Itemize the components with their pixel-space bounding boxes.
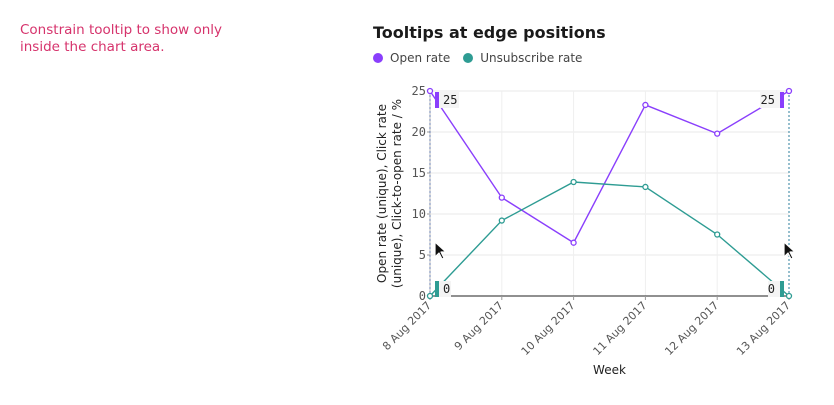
chart-title: Tooltips at edge positions — [373, 23, 606, 42]
tooltip-left-unsubscribe: 0 — [435, 281, 451, 297]
y-tick-label: 15 — [412, 166, 426, 180]
data-point — [570, 178, 577, 186]
mouse-cursor-icon — [434, 241, 447, 260]
y-tick: 15 — [412, 166, 430, 180]
x-axis-title: Week — [593, 363, 626, 377]
chart-legend: Open rate Unsubscribe rate — [373, 51, 595, 65]
cursors — [434, 241, 796, 260]
series-lines — [429, 90, 790, 297]
data-point — [785, 292, 793, 300]
tooltip-value: 0 — [768, 282, 775, 296]
legend-item-open-rate[interactable]: Open rate — [373, 51, 450, 65]
y-tick: 20 — [412, 125, 430, 139]
legend-item-unsubscribe-rate[interactable]: Unsubscribe rate — [463, 51, 582, 65]
x-tick-label: 12 Aug 2017 — [662, 299, 721, 358]
x-tick: 11 Aug 2017 — [591, 296, 650, 358]
tooltip-right-open: 25 — [760, 92, 784, 108]
data-points — [426, 87, 793, 300]
x-tick: 12 Aug 2017 — [662, 296, 721, 358]
y-tick-label: 0 — [419, 289, 426, 303]
series-line-1 — [429, 181, 790, 297]
data-point — [426, 87, 434, 95]
instruction-note: Constrain tooltip to show only inside th… — [20, 22, 223, 55]
x-tick: 13 Aug 2017 — [734, 296, 793, 358]
tooltip-color-bar — [780, 281, 784, 297]
data-point — [498, 194, 505, 201]
x-tick-label: 9 Aug 2017 — [452, 299, 506, 353]
tooltip-box — [435, 92, 459, 108]
legend-label-open-rate: Open rate — [390, 51, 451, 65]
gridlines — [430, 90, 789, 296]
tooltip-value: 25 — [443, 93, 457, 107]
tooltip-value: 0 — [443, 282, 450, 296]
x-tick: 10 Aug 2017 — [519, 296, 578, 358]
tooltip-box — [760, 92, 784, 108]
tooltip-color-bar — [780, 92, 784, 108]
legend-label-unsubscribe-rate: Unsubscribe rate — [480, 51, 583, 65]
data-point — [498, 217, 505, 224]
y-tick-label: 5 — [419, 248, 426, 262]
x-tick-label: 13 Aug 2017 — [734, 299, 793, 358]
data-point — [642, 183, 649, 191]
y-tick-label: 25 — [412, 84, 426, 98]
y-axis-title-line: (unique), Click-to-open rate / % — [390, 99, 404, 288]
data-point — [426, 292, 434, 300]
x-tick-label: 11 Aug 2017 — [591, 299, 650, 358]
tooltip-color-bar — [435, 281, 439, 297]
x-tick: 9 Aug 2017 — [452, 296, 506, 353]
x-tick-label: 10 Aug 2017 — [519, 299, 578, 358]
y-tick-label: 20 — [412, 125, 426, 139]
data-point — [714, 130, 721, 137]
tooltip-color-bar — [435, 92, 439, 108]
data-point — [785, 87, 793, 95]
data-point — [570, 239, 577, 246]
x-tick: 8 Aug 2017 — [380, 296, 434, 353]
y-axis-title: Open rate (unique), Click rate (unique), … — [375, 99, 404, 288]
data-point — [714, 231, 721, 238]
mouse-cursor-icon — [783, 241, 796, 260]
axes: 0 5 10 15 20 25 8 Aug 2017 9 Aug 2017 10 Aug 201… — [375, 84, 793, 377]
y-tick-label: 10 — [412, 207, 426, 221]
unsubscribe-rate-swatch — [463, 53, 474, 63]
x-tick-label: 8 Aug 2017 — [380, 299, 434, 353]
tooltip-right-unsubscribe: 0 — [768, 281, 784, 297]
y-tick: 5 — [419, 248, 430, 262]
tooltip-value: 25 — [761, 93, 775, 107]
y-tick: 10 — [412, 207, 430, 221]
tooltip-left-open: 25 — [435, 92, 459, 108]
tooltip-guides — [429, 91, 790, 296]
tooltips: 25 0 25 0 — [435, 92, 784, 297]
open-rate-swatch — [373, 53, 383, 63]
series-line-0 — [429, 90, 790, 244]
y-axis-title-line: Open rate (unique), Click rate — [375, 104, 389, 283]
data-point — [642, 101, 649, 109]
